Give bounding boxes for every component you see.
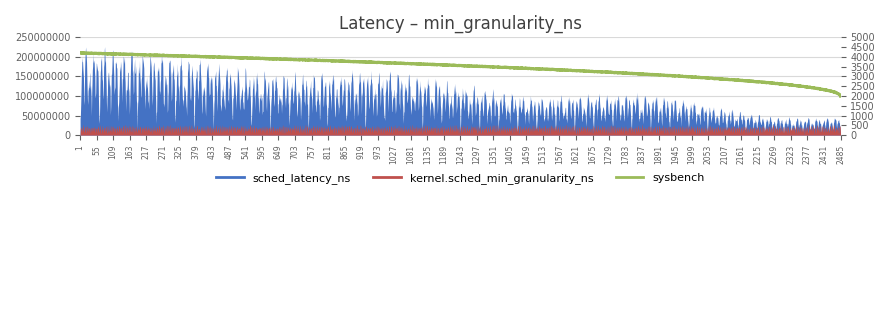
Legend: sched_latency_ns, kernel.sched_min_granularity_ns, sysbench: sched_latency_ns, kernel.sched_min_granu… [212, 168, 709, 188]
Title: Latency – min_granularity_ns: Latency – min_granularity_ns [339, 15, 582, 33]
